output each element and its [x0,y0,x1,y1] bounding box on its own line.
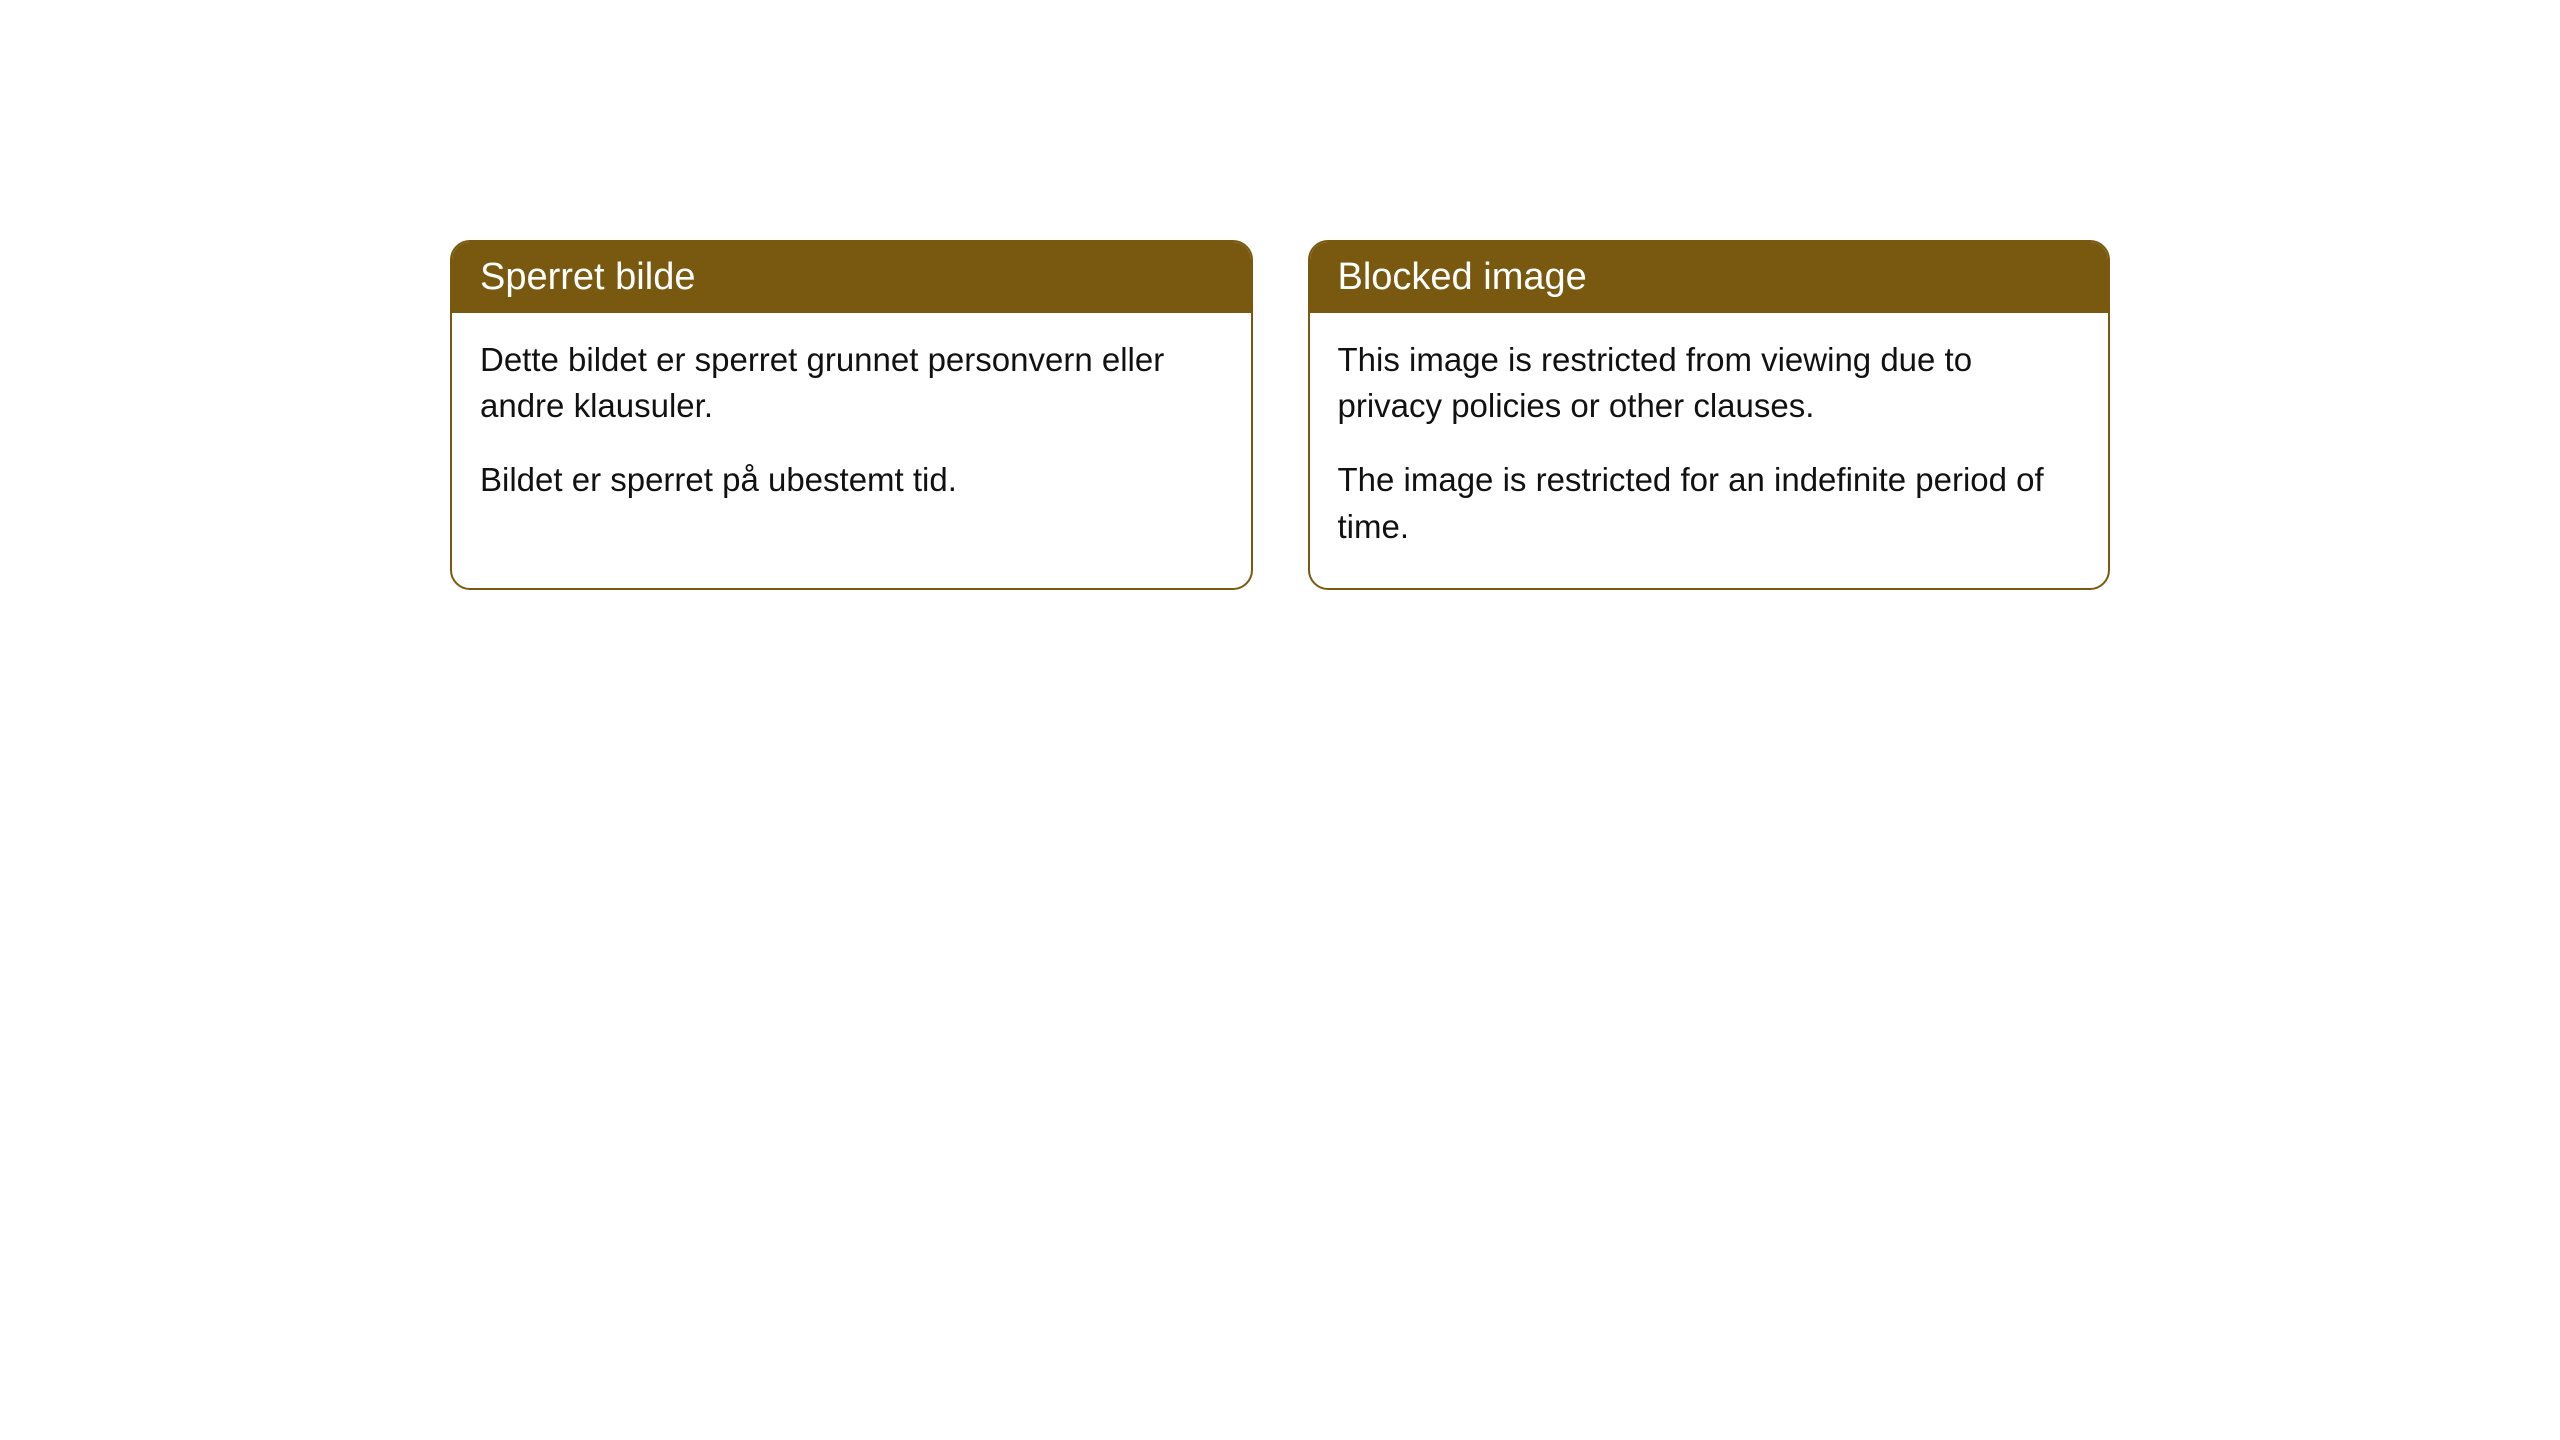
blocked-image-card-english: Blocked image This image is restricted f… [1308,240,2111,590]
card-title: Sperret bilde [480,256,695,298]
card-paragraph: The image is restricted for an indefinit… [1338,457,2081,549]
blocked-image-card-norwegian: Sperret bilde Dette bildet er sperret gr… [450,240,1253,590]
card-body-norwegian: Dette bildet er sperret grunnet personve… [452,313,1251,542]
card-header-english: Blocked image [1310,242,2109,313]
notification-cards-container: Sperret bilde Dette bildet er sperret gr… [450,240,2110,590]
card-paragraph: Bildet er sperret på ubestemt tid. [480,457,1223,503]
card-title: Blocked image [1338,256,1587,298]
card-paragraph: This image is restricted from viewing du… [1338,337,2081,429]
card-paragraph: Dette bildet er sperret grunnet personve… [480,337,1223,429]
card-header-norwegian: Sperret bilde [452,242,1251,313]
card-body-english: This image is restricted from viewing du… [1310,313,2109,588]
